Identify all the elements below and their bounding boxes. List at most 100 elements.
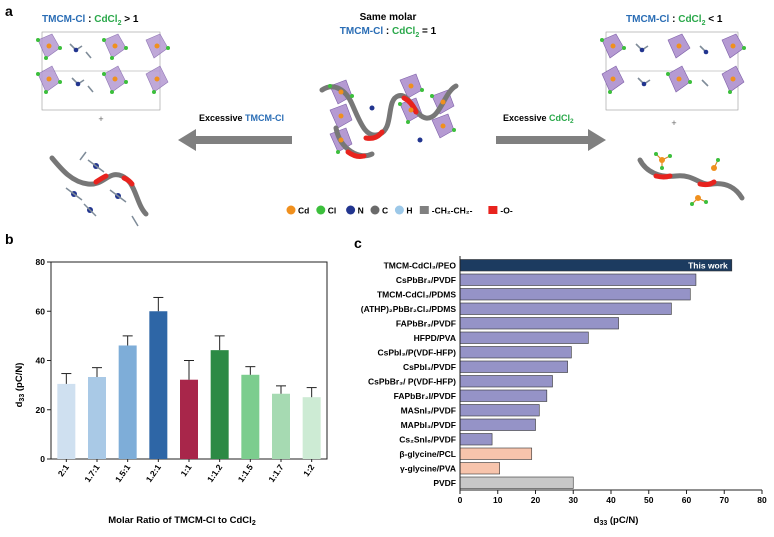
panel-c: c TMCM-CdCl₃/PEOCsPbBr₃/PVDFTMCM-CdCl₃/P… (354, 235, 767, 527)
chart-b-y-tick-label: 60 (36, 306, 46, 316)
chart-c-category-label: MAPbI₃/PVDF (401, 420, 456, 430)
chart-b-x-tick-label: 1:1.2 (205, 462, 224, 484)
chart-c-category-label: γ-glycine/PVA (400, 463, 456, 473)
chart-b-x-tick-label: 1:1.5 (236, 462, 255, 484)
legend-swatch-3 (370, 205, 380, 215)
chart-c-bar (459, 346, 572, 359)
chart-c-this-work-annotation: This work (688, 260, 728, 270)
chart-b-bar (302, 397, 321, 459)
chart-c-x-tick-label: 20 (531, 495, 541, 505)
panel-b-letter: b (5, 231, 14, 247)
chart-b-x-axis-label: Molar Ratio of TMCM-Cl to CdCl2 (108, 515, 256, 527)
left-arrow-label: Excessive TMCM-Cl (199, 113, 284, 123)
chart-b-x-tick-label: 1:1.7 (266, 462, 285, 484)
right-ratio-label: TMCM-Cl : CdCl2 < 1 (626, 14, 723, 27)
legend-swatch-6 (488, 206, 498, 214)
chart-c-bar (459, 476, 574, 489)
chart-c-category-label: (ATHP)₂PbBr₂Cl₂/PDMS (361, 304, 457, 314)
chart-c-x-tick-label: 10 (493, 495, 503, 505)
chart-c-category-label: HFPD/PVA (414, 333, 456, 343)
chart-c-x-tick-label: 30 (569, 495, 579, 505)
chart-c-bar (459, 375, 553, 388)
panel-c-letter: c (354, 235, 362, 251)
chart-c-x-tick-label: 70 (720, 495, 730, 505)
left-plus-sign: + (98, 114, 103, 124)
right-crystal-structure: + (600, 31, 746, 128)
left-crystal-structure: + (36, 31, 170, 124)
legend-swatch-5 (419, 206, 429, 214)
chart-c-category-label: β-glycine/PCL (399, 449, 456, 459)
chart-c-category-label: PVDF (433, 478, 456, 488)
legend-label-0: Cd (298, 206, 309, 216)
chart-c-bar (459, 404, 540, 417)
legend-label-6: -O- (500, 206, 512, 216)
chart-c-bar (459, 360, 568, 373)
panel-a: a TMCM-Cl : CdCl2 > 1 Same molar TMCM-Cl… (5, 3, 746, 227)
right-polymer-chain (637, 152, 745, 206)
chart-b-y-tick-label: 80 (36, 257, 46, 267)
chart-b-x-tick-label: 1.7:1 (82, 462, 101, 484)
chart-c-category-label: Cs₂SnI₆/PVDF (399, 434, 456, 444)
chart-b-bar (118, 345, 137, 459)
left-ratio-label: TMCM-Cl : CdCl2 > 1 (42, 14, 139, 27)
chart-b-x-tick-label: 1:1 (178, 462, 193, 478)
chart-b-y-tick-label: 0 (40, 454, 45, 464)
chart-b-x-tick-label: 1:2 (301, 462, 316, 478)
chart-b-bar (57, 383, 76, 459)
right-arrow: Excessive CdCl2 (496, 113, 606, 151)
chart-c-category-label: FAPbBr₃/PVDF (396, 318, 456, 328)
chart-c-category-label: FAPbBr₂I/PVDF (394, 391, 456, 401)
chart-b-y-tick-label: 20 (36, 405, 46, 415)
chart-c-bar (459, 447, 533, 460)
legend-swatch-2 (346, 205, 356, 215)
atom-legend: Cd Cl N C H -CH₂-CH₂- -O- (286, 205, 513, 216)
chart-b-x-tick-label: 2:1 (56, 462, 71, 478)
chart-b-bar (241, 374, 260, 459)
chart-b: 0 20 40 60 80 2:1 1.7:1 1.5:1 1.2:1 1:1 1:1.2 1:1.5… (36, 257, 328, 484)
chart-c-category-label: CsPbBr₃/ P(VDF-HFP) (368, 376, 456, 386)
right-arrow-label: Excessive CdCl2 (503, 113, 574, 125)
chart-c-x-tick-label: 0 (458, 495, 463, 505)
chart-c-x-tick-label: 80 (757, 495, 767, 505)
chart-c-bar (459, 462, 500, 475)
center-ratio-label: TMCM-Cl : CdCl2 = 1 (340, 26, 437, 39)
chart-c-bar (459, 317, 619, 330)
right-plus-sign: + (671, 118, 676, 128)
chart-c-category-label: CsPbI₃/P(VDF-HFP) (377, 347, 456, 357)
left-arrow: Excessive TMCM-Cl (178, 113, 292, 151)
chart-c-bar (459, 273, 697, 286)
chart-c-x-tick-label: 40 (606, 495, 616, 505)
chart-c-bar (459, 288, 691, 301)
legend-label-4: H (406, 206, 412, 216)
chart-c-category-label: CsPbBr₃/PVDF (396, 275, 456, 285)
panel-b: b 0 20 40 60 80 2:1 1.7:1 1.5:1 1.2:1 1:1 1:1.2 1:1… (5, 231, 328, 527)
legend-label-2: N (358, 206, 364, 216)
legend-swatch-4 (394, 205, 404, 215)
chart-c-x-tick-label: 50 (644, 495, 654, 505)
chart-c-category-label: TMCM-CdCl₃/PDMS (377, 289, 456, 299)
legend-label-3: C (382, 206, 388, 216)
chart-c-category-label: TMCM-CdCl₃/PEO (384, 260, 457, 270)
chart-b-bar (180, 379, 198, 459)
chart-c-bar (459, 331, 589, 344)
chart-b-bar (149, 311, 168, 459)
legend-swatch-1 (316, 205, 326, 215)
chart-c-category-label: MASnI₃/PVDF (401, 405, 456, 415)
legend-label-1: Cl (328, 206, 337, 216)
chart-c-bar (459, 433, 493, 446)
panel-a-letter: a (5, 3, 13, 19)
chart-b-bar (272, 393, 290, 459)
chart-c-bar (459, 389, 548, 402)
chart-c-bar (459, 302, 672, 315)
chart-c: TMCM-CdCl₃/PEO CsPbBr₃/PVDF TMCM-CdCl₃/PDM… (361, 256, 767, 505)
chart-c-category-label: CsPbI₃/PVDF (403, 362, 456, 372)
legend-swatch-0 (286, 205, 296, 215)
chart-c-x-axis-label: d33 (pC/N) (594, 515, 639, 527)
center-structure (319, 73, 459, 159)
chart-b-bar (88, 376, 106, 459)
legend-label-5: -CH₂-CH₂- (432, 206, 473, 216)
left-polymer-chain (49, 151, 149, 227)
chart-b-x-tick-label: 1.5:1 (113, 462, 132, 484)
chart-c-x-tick-label: 60 (682, 495, 692, 505)
chart-b-bar (210, 350, 229, 459)
